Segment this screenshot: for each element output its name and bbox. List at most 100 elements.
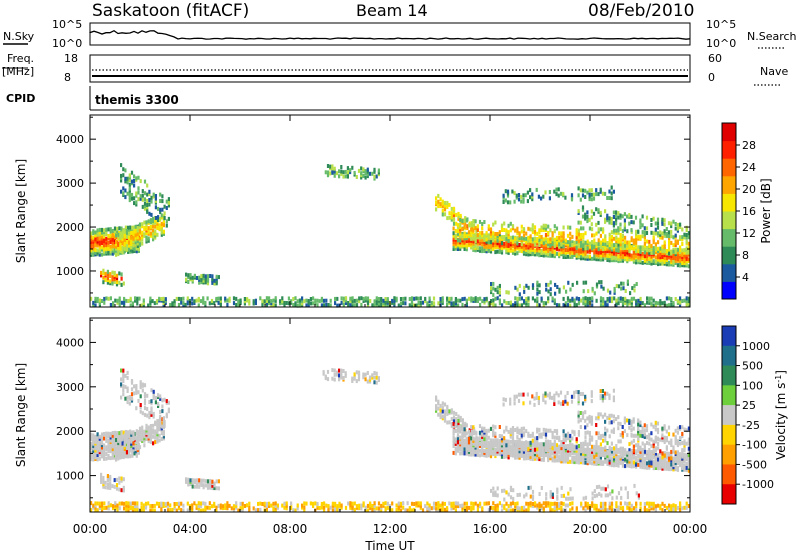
echo-cell	[154, 420, 157, 425]
echo-cell	[617, 454, 620, 459]
echo-cell	[533, 402, 536, 407]
echo-cell	[485, 296, 488, 301]
echo-cell	[604, 217, 607, 222]
echo-cell	[134, 240, 137, 245]
echo-cell	[109, 431, 112, 436]
echo-cell	[626, 433, 629, 438]
echo-cell	[452, 435, 455, 440]
echo-cell	[272, 298, 275, 303]
echo-cell	[648, 300, 651, 305]
echo-cell	[94, 248, 97, 252]
echo-cell	[650, 248, 653, 253]
echo-cell	[537, 401, 540, 406]
echo-cell	[575, 230, 578, 235]
echo-cell	[301, 298, 304, 303]
echo-cell	[109, 438, 112, 443]
echo-cell	[209, 478, 212, 483]
echo-cell	[617, 284, 621, 289]
echo-cell	[143, 406, 147, 411]
echo-cell	[281, 299, 284, 304]
echo-cell	[643, 449, 646, 454]
echo-cell	[100, 445, 104, 450]
echo-cell	[105, 436, 108, 441]
echo-cell	[683, 254, 686, 259]
echo-cell	[130, 196, 134, 201]
echo-cell	[522, 193, 525, 198]
echo-cell	[141, 241, 144, 246]
echo-cell	[142, 303, 145, 308]
echo-cell	[606, 441, 609, 446]
echo-cell	[159, 199, 162, 203]
echo-cell	[98, 443, 101, 448]
echo-cell	[602, 438, 605, 443]
echo-cell	[581, 188, 585, 193]
echo-cell	[489, 240, 493, 245]
echo-cell	[498, 241, 501, 246]
echo-cell	[674, 428, 677, 433]
echo-cell	[105, 456, 108, 461]
echo-cell	[507, 244, 510, 248]
echo-cell	[687, 453, 690, 458]
echo-cell	[575, 439, 578, 444]
echo-cell	[514, 453, 517, 458]
echo-cell	[505, 448, 508, 453]
echo-cell	[163, 397, 166, 402]
echo-cell	[590, 399, 593, 404]
echo-cell	[509, 228, 512, 233]
power-heatmap	[90, 163, 690, 308]
echo-cell	[137, 190, 140, 195]
echo-cell	[134, 444, 137, 449]
echo-cell	[98, 245, 101, 250]
echo-cell	[113, 270, 116, 275]
echo-cell	[111, 237, 114, 242]
echo-cell	[593, 250, 596, 255]
echo-cell	[115, 453, 118, 458]
echo-cell	[654, 242, 657, 247]
echo-cell	[459, 218, 462, 222]
nsky-panel: N.Sky 10^5 10^0 10^5 10^0 N.Search	[3, 18, 797, 50]
echo-cell	[582, 458, 585, 463]
echo-cell	[193, 484, 196, 489]
echo-cell	[100, 441, 104, 446]
echo-cell	[373, 371, 376, 375]
echo-cell	[608, 296, 611, 301]
echo-cell	[126, 386, 129, 391]
echo-cell	[366, 172, 369, 177]
echo-cell	[661, 253, 664, 258]
echo-cell	[544, 223, 548, 228]
echo-cell	[564, 450, 567, 455]
echo-cell	[584, 397, 587, 401]
echo-cell	[569, 246, 572, 251]
echo-cell	[547, 451, 550, 456]
echo-cell	[522, 199, 525, 204]
echo-cell	[157, 215, 160, 220]
echo-cell	[612, 215, 615, 219]
echo-cell	[109, 229, 112, 234]
echo-cell	[538, 427, 541, 432]
echo-cell	[485, 235, 488, 240]
echo-cell	[571, 296, 574, 301]
echo-cell	[579, 188, 582, 193]
echo-cell	[456, 433, 460, 438]
echo-cell	[340, 368, 343, 373]
echo-cell	[652, 246, 655, 251]
echo-cell	[472, 236, 475, 241]
echo-cell	[536, 447, 539, 452]
echo-cell	[128, 434, 131, 438]
echo-cell	[522, 431, 526, 436]
echo-cell	[386, 299, 389, 304]
echo-cell	[503, 436, 506, 441]
echo-cell	[344, 296, 348, 301]
echo-cell	[122, 488, 125, 493]
echo-cell	[283, 300, 286, 305]
echo-cell	[465, 247, 468, 252]
echo-cell	[113, 484, 116, 489]
echo-cell	[597, 451, 600, 456]
echo-cell	[513, 199, 516, 204]
echo-cell	[604, 412, 607, 417]
echo-cell	[507, 232, 510, 237]
echo-cell	[448, 202, 451, 207]
echo-cell	[656, 217, 660, 222]
echo-cell	[631, 286, 634, 291]
echo-cell	[439, 202, 442, 207]
